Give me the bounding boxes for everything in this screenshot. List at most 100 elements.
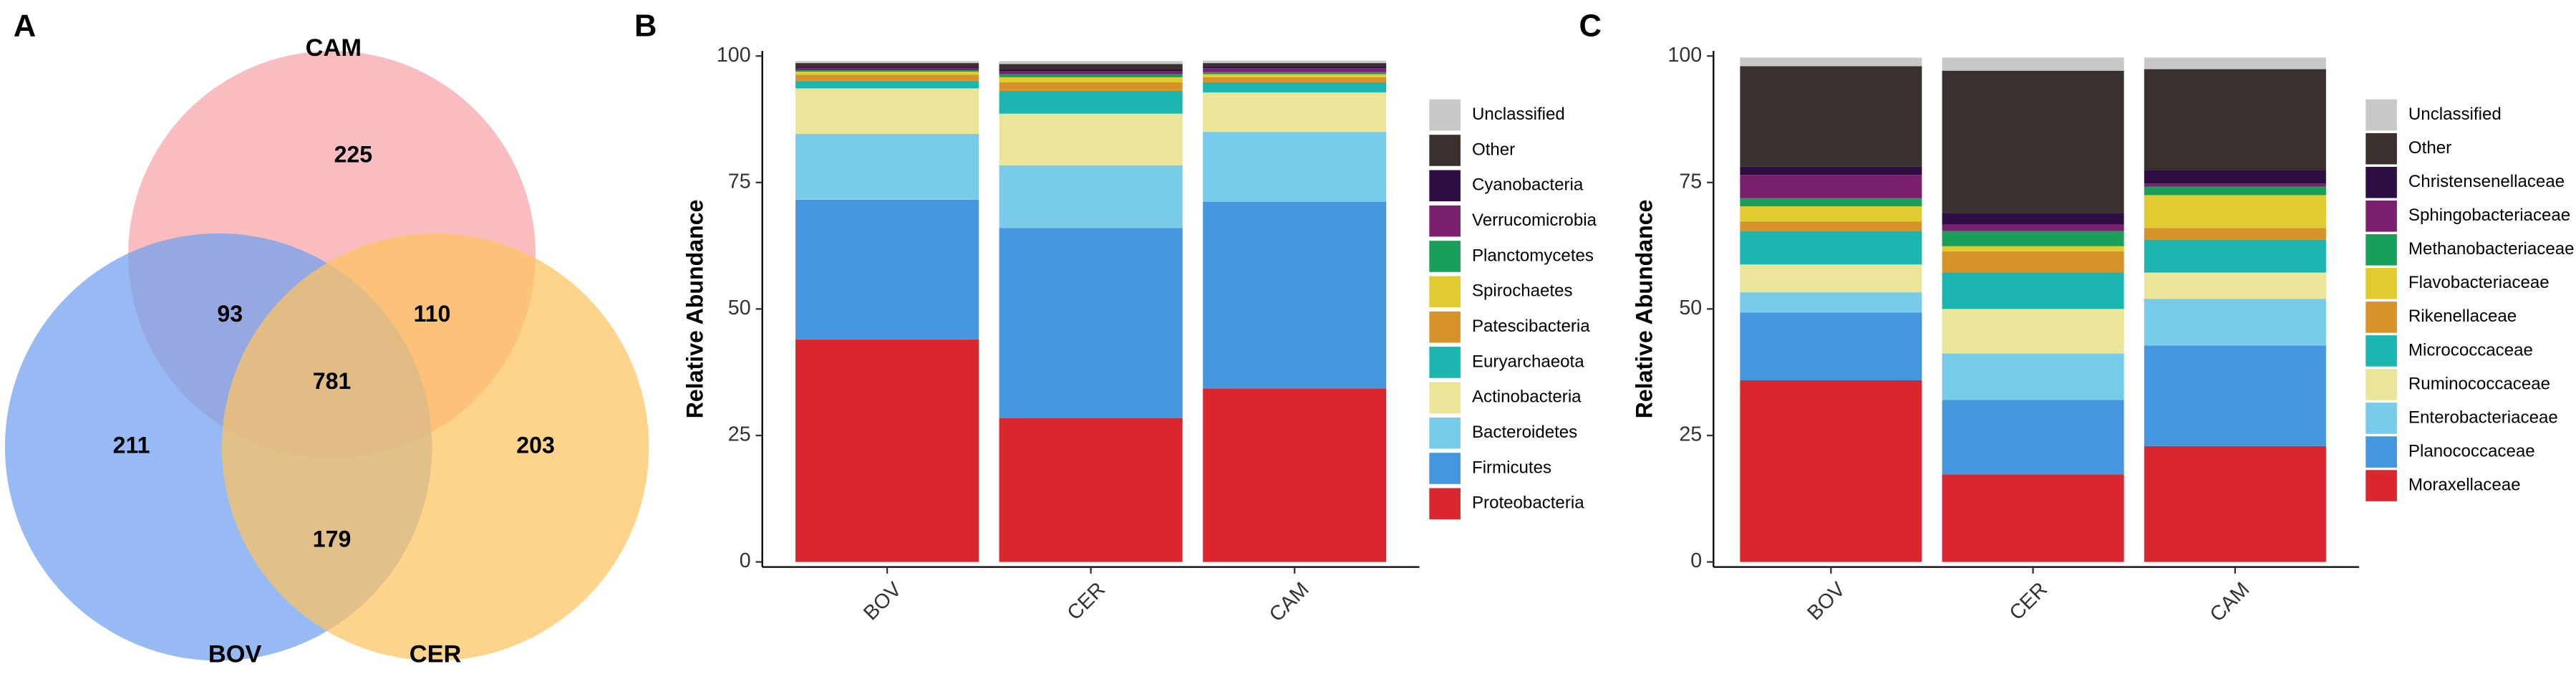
legend-swatch xyxy=(1429,488,1461,520)
legend-label: Proteobacteria xyxy=(1472,493,1584,513)
legend-label: Verrucomicrobia xyxy=(1472,211,1597,230)
y-tick-label: 0 xyxy=(740,549,751,572)
region-count: 781 xyxy=(313,368,352,394)
x-tick-label: CAM xyxy=(2206,578,2255,627)
legend-label: Other xyxy=(1472,140,1515,159)
bar-segment xyxy=(999,82,1183,91)
legend-swatch xyxy=(1429,347,1461,378)
legend-swatch xyxy=(1429,99,1461,131)
bar-segment xyxy=(2144,228,2326,240)
legend-label: Moraxellaceae xyxy=(2408,475,2521,494)
legend-label: Unclassified xyxy=(1472,105,1565,124)
bar-segment xyxy=(1740,380,1922,562)
legend-swatch xyxy=(2366,99,2397,131)
legend-swatch xyxy=(2366,403,2397,434)
y-axis-label: Relative Abundance xyxy=(1632,200,1657,419)
bar-segment xyxy=(2144,69,2326,170)
legend-swatch xyxy=(2366,302,2397,333)
bar-segment xyxy=(1203,92,1387,133)
bar-segment xyxy=(1203,72,1387,74)
bar-segment xyxy=(999,69,1183,72)
legend-swatch xyxy=(1429,311,1461,343)
bar-segment xyxy=(2144,170,2326,184)
y-axis-label: Relative Abundance xyxy=(682,200,707,419)
legend-label: Rikenellaceae xyxy=(2408,307,2517,326)
legend-label: Firmicutes xyxy=(1472,458,1551,477)
legend-swatch xyxy=(1429,382,1461,414)
region-count: 203 xyxy=(516,433,555,458)
bar-segment xyxy=(999,74,1183,77)
legend-label: Planctomycetes xyxy=(1472,246,1594,265)
legend-label: Planococcaceae xyxy=(2408,441,2535,461)
y-tick-label: 25 xyxy=(1679,423,1702,446)
bar-segment xyxy=(2144,195,2326,228)
region-count: 211 xyxy=(113,433,150,458)
bar-segment xyxy=(1740,221,1922,231)
legend-swatch xyxy=(1429,135,1461,166)
bar-segment xyxy=(1740,231,1922,265)
legend-swatch xyxy=(1429,170,1461,202)
y-tick-label: 75 xyxy=(1679,170,1702,193)
bar-segment xyxy=(1942,309,2124,354)
bar-segment xyxy=(1942,213,2124,225)
x-tick-label: CER xyxy=(2005,578,2052,625)
legend-swatch xyxy=(1429,276,1461,308)
y-tick-label: 0 xyxy=(1690,549,1702,572)
legend-label: Sphingobacteriaceae xyxy=(2408,206,2570,225)
x-tick-label: CAM xyxy=(1265,578,1314,627)
bar-segment xyxy=(1942,70,2124,213)
legend-swatch xyxy=(1429,241,1461,272)
set-label: BOV xyxy=(208,641,262,668)
bar-segment xyxy=(1740,292,1922,313)
legend-label: Christensenellaceae xyxy=(2408,172,2565,191)
region-count: 110 xyxy=(414,301,451,327)
bar-segment xyxy=(1740,198,1922,206)
bar-segment xyxy=(1203,82,1387,93)
bar-segment xyxy=(1203,63,1387,67)
x-tick-label: BOV xyxy=(859,578,906,625)
bar-segment xyxy=(795,69,979,72)
bar-segment xyxy=(795,80,979,89)
y-tick-label: 50 xyxy=(1679,297,1702,319)
legend-label: Patescibacteria xyxy=(1472,317,1590,336)
bar-segment xyxy=(1740,312,1922,380)
bar-segment xyxy=(1942,246,2124,251)
bar-segment xyxy=(795,67,979,70)
panel-label: B xyxy=(634,9,657,44)
bar-segment xyxy=(795,66,979,68)
legend-label: Actinobacteria xyxy=(1472,387,1582,407)
bar-segment xyxy=(1942,231,2124,246)
bar-segment xyxy=(1942,353,2124,400)
bar-segment xyxy=(999,64,1183,69)
y-tick-label: 25 xyxy=(728,423,751,446)
legend-swatch xyxy=(2366,200,2397,232)
bar-segment xyxy=(1942,400,2124,475)
bar-segment xyxy=(999,61,1183,64)
bar-segment xyxy=(795,133,979,200)
bar-segment xyxy=(2144,186,2326,196)
bar-segment xyxy=(999,228,1183,418)
legend-swatch xyxy=(2366,166,2397,198)
legend-swatch xyxy=(1429,453,1461,484)
bar-segment xyxy=(2144,299,2326,346)
bar-segment xyxy=(1740,206,1922,222)
bar-segment xyxy=(1740,264,1922,293)
bar-segment xyxy=(1203,66,1387,69)
panel-label: C xyxy=(1579,9,1601,44)
bar-segment xyxy=(1942,57,2124,71)
bar-segment xyxy=(795,61,979,64)
x-tick-label: BOV xyxy=(1803,578,1849,625)
region-count: 225 xyxy=(334,141,373,167)
bar-segment xyxy=(1942,224,2124,231)
legend-label: Enterobacteriaceae xyxy=(2408,408,2558,427)
bar-segment xyxy=(1740,57,1922,67)
bar-segment xyxy=(1942,474,2124,562)
legend-label: Euryarchaeota xyxy=(1472,352,1584,371)
legend-swatch xyxy=(1429,417,1461,449)
x-tick-label: CER xyxy=(1063,578,1110,625)
legend-label: Flavobacteriaceae xyxy=(2408,273,2550,292)
bar-segment xyxy=(1942,251,2124,273)
bar-segment xyxy=(1740,166,1922,175)
legend-swatch xyxy=(2366,369,2397,400)
